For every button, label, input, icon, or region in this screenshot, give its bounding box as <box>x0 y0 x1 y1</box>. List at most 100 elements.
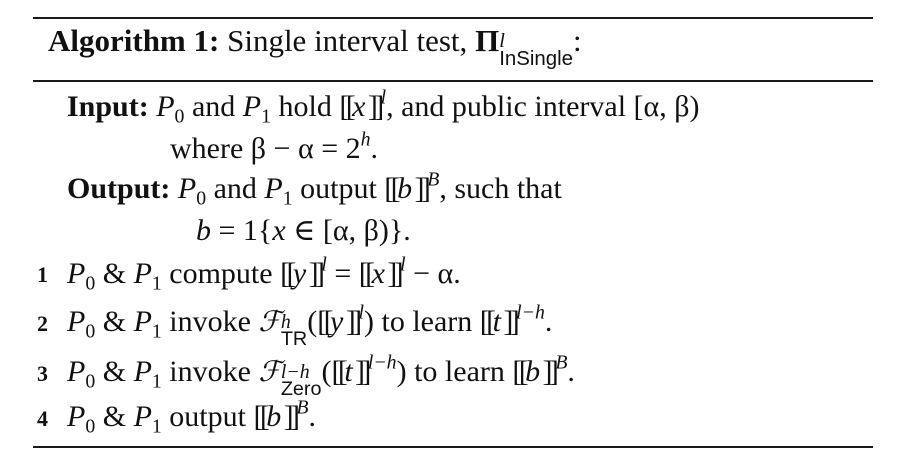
where-word: where <box>170 132 244 165</box>
step2-var-y: y <box>330 305 344 338</box>
step1-p0: P <box>67 257 86 290</box>
step3-F-sub: Zero <box>280 377 322 400</box>
output-p0-sub: 0 <box>196 187 207 210</box>
pi-symbol: Π <box>475 23 500 58</box>
step3-p0-sub: 0 <box>85 370 96 393</box>
algorithm-name: Single interval test, <box>227 23 468 58</box>
step4-verb: output <box>169 400 246 433</box>
pi-scripts: l InSingle <box>499 29 574 70</box>
output-and: and <box>213 172 257 205</box>
functionality-F: ℱ <box>258 305 281 338</box>
step2-tail: to learn <box>381 305 473 338</box>
output-var-b: b <box>397 172 413 205</box>
cond-b: b <box>196 214 211 247</box>
step1-p1: P <box>133 257 152 290</box>
step4-p1-sub: 1 <box>151 415 162 438</box>
cond-x: x <box>272 214 286 247</box>
pi-superscript: l <box>499 29 505 52</box>
step2-end: . <box>544 305 553 338</box>
output-sup-B: B <box>427 168 440 191</box>
step3-p0: P <box>67 355 86 388</box>
step3-p1: P <box>133 355 152 388</box>
step-1: P0 & P1 compute [[y]]l = [[x]]l − α. <box>67 253 461 295</box>
step2-p0-sub: 0 <box>85 320 96 343</box>
step3-F-sup: l−h <box>280 360 310 383</box>
step3-amp: & <box>102 355 127 388</box>
input-rest: , and public interval <box>386 90 627 123</box>
party-p0-sub: 0 <box>174 105 185 128</box>
step2-var-t: t <box>492 305 501 338</box>
step1-amp: & <box>102 257 127 290</box>
step1-sup-l: l <box>321 253 327 276</box>
step3-F-scripts: l−h Zero <box>280 360 322 400</box>
output-line: Output: P0 and P1 output [[b]]B, such th… <box>67 168 562 210</box>
step3-sup-B: B <box>555 351 568 374</box>
cond-in: ∈ [α, β)}. <box>293 214 411 247</box>
step1-var-y: y <box>292 257 307 290</box>
input-var-x: x <box>352 90 366 123</box>
output-p1-sub: 1 <box>282 187 293 210</box>
output-p0: P <box>177 172 197 205</box>
output-label: Output: <box>67 172 171 205</box>
output-word: output <box>300 172 377 205</box>
header-rule <box>33 80 873 82</box>
step4-p0: P <box>67 400 86 433</box>
step2-p0: P <box>67 305 86 338</box>
step2-amp: & <box>102 305 127 338</box>
title-colon: : <box>573 23 582 58</box>
bottom-rule <box>33 446 873 448</box>
party-p0: P <box>156 90 175 123</box>
output-p1: P <box>264 172 283 205</box>
step1-p1-sub: 1 <box>151 272 162 295</box>
party-p1-sub: 1 <box>261 105 271 128</box>
output-condition-line: b = 1{x ∈ [α, β)}. <box>196 212 411 250</box>
step2-p1: P <box>133 305 152 338</box>
where-exp-h: h <box>360 128 371 151</box>
step4-p1: P <box>133 400 152 433</box>
step3-var-t: t <box>344 355 353 388</box>
input-where-line: where β − α = 2h. <box>170 130 378 168</box>
step3-sup: l−h <box>367 351 397 374</box>
input-label: Input: <box>67 90 149 123</box>
step1-sup-l2: l <box>400 253 406 276</box>
party-p1: P <box>242 90 262 123</box>
functionality-F: ℱ <box>258 355 281 388</box>
input-sup-l: l <box>380 86 387 109</box>
hold-word: hold <box>278 90 332 123</box>
step4-amp: & <box>102 400 127 433</box>
step3-end: . <box>567 355 575 388</box>
step2-sup: l−h <box>516 301 545 324</box>
step3-verb: invoke <box>169 355 251 388</box>
pi-subscript: InSingle <box>499 46 574 70</box>
where-period: . <box>370 132 379 165</box>
step3-tail: to learn <box>414 355 505 388</box>
step2-verb: invoke <box>169 305 251 338</box>
step4-var-b: b <box>266 400 282 433</box>
and-word: and <box>191 90 236 123</box>
step1-minus: − α. <box>413 257 461 290</box>
input-line: Input: P0 and P1 hold [[x]]l, and public… <box>67 86 700 128</box>
step4-sup-B: B <box>296 396 309 419</box>
such-that: , such that <box>439 172 562 205</box>
cond-eq: = 1{ <box>218 214 273 247</box>
input-interval: [α, β) <box>633 90 700 123</box>
step2-F-sup: h <box>280 310 291 333</box>
step-number: 1 <box>37 262 48 287</box>
step-number: 4 <box>37 406 48 431</box>
step3-var-b: b <box>525 355 541 388</box>
step4-p0-sub: 0 <box>85 415 96 438</box>
step4-end: . <box>308 400 317 433</box>
step-number: 2 <box>37 311 48 336</box>
step3-p1-sub: 1 <box>151 370 162 393</box>
step2-sup-l: l <box>358 301 365 324</box>
step2-F-sub: TR <box>280 327 308 350</box>
where-expr: β − α = 2 <box>250 132 361 165</box>
step1-verb: compute <box>169 257 273 290</box>
step2-p1-sub: 1 <box>151 320 162 343</box>
algorithm-label: Algorithm 1: <box>48 23 220 58</box>
step2-F-scripts: h TR <box>280 310 308 350</box>
top-rule <box>33 17 873 19</box>
step-4: P0 & P1 output [[b]]B. <box>67 396 317 438</box>
